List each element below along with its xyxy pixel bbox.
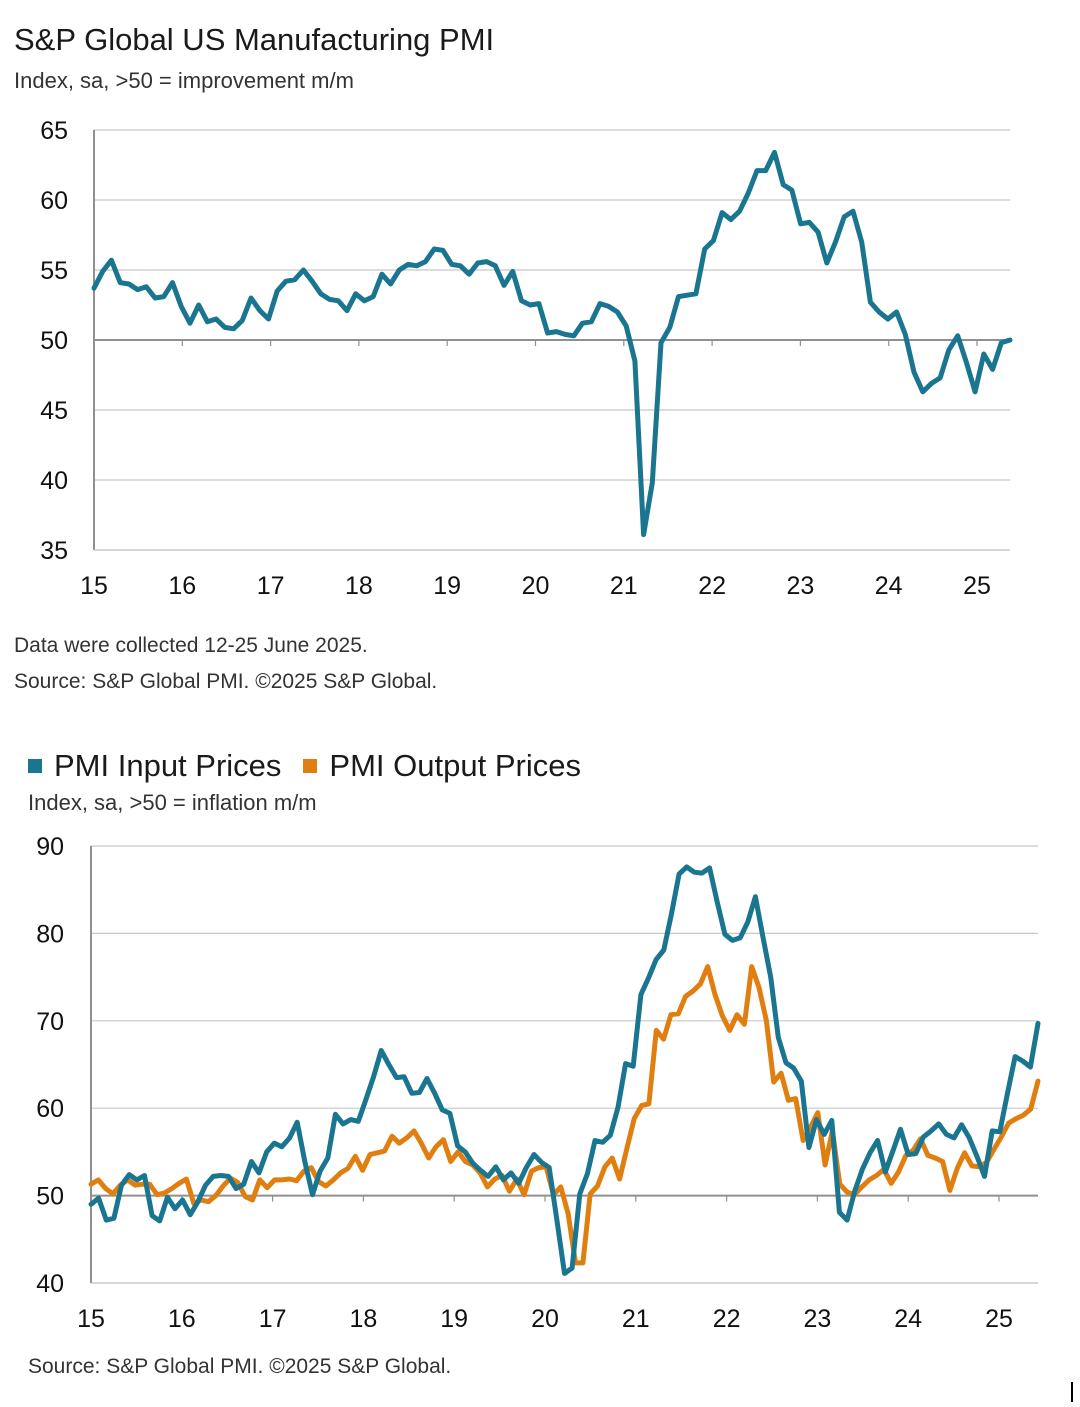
chart1-x-tick-label: 17 [257, 572, 285, 600]
chart1-x-tick-label: 16 [168, 572, 196, 600]
chart2-source: Source: S&P Global PMI. ©2025 S&P Global… [28, 1355, 452, 1378]
chart2-y-tick-label: 90 [36, 833, 64, 861]
chart1-y-tick-label: 50 [40, 327, 68, 355]
chart1-y-tick-label: 60 [40, 187, 68, 215]
chart2-x-tick-label: 25 [985, 1305, 1013, 1333]
chart2-x-tick-label: 19 [440, 1305, 468, 1333]
legend-swatch-input [28, 759, 42, 773]
chart2-x-tick-label: 21 [622, 1305, 650, 1333]
legend-item-input: PMI Input Prices [28, 748, 281, 784]
chart2-x-tick-label: 17 [259, 1305, 287, 1333]
chart2-x-tick-label: 24 [894, 1305, 922, 1333]
chart1-note: Data were collected 12-25 June 2025. [14, 634, 368, 657]
chart2-y-tick-label: 80 [36, 920, 64, 948]
chart1-y-tick-label: 35 [40, 537, 68, 565]
chart2-y-tick-label: 40 [36, 1270, 64, 1298]
chart2-x-tick-label: 23 [803, 1305, 831, 1333]
legend-label-output: PMI Output Prices [329, 748, 581, 783]
chart1-x-tick-label: 23 [786, 572, 814, 600]
chart2-y-tick-label: 70 [36, 1008, 64, 1036]
chart2-series-line-pmi-output-prices [88, 964, 1041, 1266]
chart2-y-tick-label: 60 [36, 1095, 64, 1123]
chart2-x-tick-label: 22 [713, 1305, 741, 1333]
chart1-subtitle: Index, sa, >50 = improvement m/m [14, 68, 354, 93]
chart1-y-tick-label: 65 [40, 117, 68, 145]
chart1-x-tick-label: 20 [522, 572, 550, 600]
chart1-x-tick-label: 18 [345, 572, 373, 600]
chart2-x-tick-label: 18 [349, 1305, 377, 1333]
legend-item-output: PMI Output Prices [303, 748, 581, 784]
chart1-x-tick-label: 15 [80, 572, 108, 600]
chart1-x-tick-label: 22 [698, 572, 726, 600]
chart2-legend: PMI Input Prices PMI Output Prices [28, 748, 603, 784]
chart2-series-line-pmi-input-prices [88, 864, 1041, 1276]
chart1-source: Source: S&P Global PMI. ©2025 S&P Global… [14, 670, 438, 693]
chart2-x-tick-label: 20 [531, 1305, 559, 1333]
chart1-y-tick-label: 55 [40, 257, 68, 285]
text-cursor [1071, 1382, 1073, 1402]
chart1-x-tick-label: 25 [963, 572, 991, 600]
legend-label-input: PMI Input Prices [54, 748, 282, 783]
chart1-x-tick-label: 21 [610, 572, 638, 600]
chart1-y-tick-label: 40 [40, 467, 68, 495]
chart2-y-tick-label: 50 [36, 1183, 64, 1211]
chart2-subtitle: Index, sa, >50 = inflation m/m [28, 790, 317, 815]
chart1-series-line-pmi [91, 149, 1013, 538]
chart1-x-tick-label: 24 [875, 572, 903, 600]
legend-swatch-output [303, 759, 318, 773]
chart2-x-tick-label: 15 [77, 1305, 105, 1333]
chart1-y-tick-label: 45 [40, 397, 68, 425]
chart1-x-tick-label: 19 [433, 572, 461, 600]
chart1-title: S&P Global US Manufacturing PMI [14, 22, 495, 57]
chart2-x-tick-label: 16 [168, 1305, 196, 1333]
